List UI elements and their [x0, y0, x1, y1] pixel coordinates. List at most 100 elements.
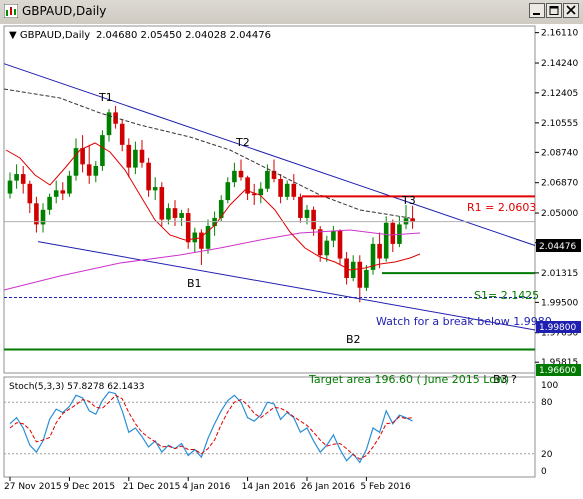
- candle-body: [20, 174, 26, 184]
- stoch-signal-line: [9, 394, 413, 460]
- candle-body: [410, 218, 415, 222]
- window-title: GBPAUD,Daily: [22, 4, 107, 18]
- price-tick-label: 1.97630: [541, 329, 578, 339]
- candle-body: [199, 232, 204, 249]
- candle-body: [278, 178, 283, 197]
- channel-upper-line[interactable]: [3, 63, 536, 247]
- close-icon: [566, 5, 576, 15]
- candle-body: [14, 174, 19, 181]
- candle-body: [133, 149, 138, 168]
- current-price-tag-text: 2.04476: [539, 242, 576, 252]
- stoch-header: Stoch(5,3,3) 57.8278 62.1433: [9, 382, 144, 392]
- label-b2: B2: [346, 333, 361, 346]
- label-t3: T3: [401, 194, 416, 207]
- label-watch: Watch for a break below 1.9980: [376, 315, 552, 328]
- candle-body: [73, 148, 79, 176]
- candle-body: [152, 187, 158, 191]
- candle-body: [93, 165, 99, 176]
- time-tick-label: 21 Dec 2015: [123, 482, 181, 492]
- current-price-tag: [536, 239, 581, 252]
- candle-body: [324, 240, 330, 256]
- candle-body: [146, 162, 151, 191]
- candle-body: [192, 232, 198, 243]
- level-1998-tag: [536, 321, 581, 333]
- price-tick-label: 2.16110: [541, 29, 578, 39]
- candle-body: [119, 123, 125, 145]
- maximize-icon: [549, 6, 559, 15]
- candle-body: [7, 180, 13, 194]
- candle-body: [291, 183, 297, 197]
- chart-header-ohlc: 2.04680 2.05450 2.04028 2.04476: [96, 30, 271, 41]
- candle-body: [86, 164, 92, 176]
- title-bar: GBPAUD,Daily: [0, 0, 583, 25]
- label-s1: S1= 2.1425: [474, 289, 539, 302]
- label-b3: B3 ?: [493, 373, 517, 386]
- candle-body: [106, 112, 112, 136]
- moving-average-red: [5, 142, 421, 271]
- candle-series: [7, 105, 415, 303]
- main-plot-frame: [3, 25, 536, 374]
- moving-average-dashed: [3, 88, 411, 219]
- candle-body: [357, 261, 363, 288]
- channel-lower-line[interactable]: [37, 241, 536, 331]
- stoch-tick-label: 20: [541, 450, 553, 460]
- stoch-tick-label: 0: [541, 467, 547, 477]
- time-tick-label: 5 Feb 2016: [360, 482, 411, 492]
- candle-body: [172, 208, 178, 218]
- candle-body: [364, 269, 369, 288]
- maximize-button[interactable]: [546, 3, 562, 18]
- candle-body: [304, 209, 310, 218]
- candle-body: [205, 226, 211, 249]
- candle-body: [60, 190, 66, 194]
- price-chart[interactable]: ▼ GBPAUD,Daily 2.04680 2.05450 2.04028 2…: [0, 24, 583, 495]
- time-tick-label: 14 Jan 2016: [242, 482, 296, 492]
- candle-body: [377, 243, 382, 259]
- candle-body: [185, 213, 191, 243]
- price-tick-label: 2.06870: [541, 179, 578, 189]
- level-1998-tag-text: 1.99800: [539, 323, 576, 333]
- candle-body: [284, 183, 290, 197]
- close-button[interactable]: [563, 3, 579, 18]
- price-tick-label: 2.10555: [541, 119, 578, 129]
- label-b1: B1: [187, 277, 202, 290]
- stoch-tick-label: 80: [541, 398, 553, 408]
- candle-body: [47, 196, 52, 210]
- candle-body: [390, 222, 396, 244]
- candle-body: [251, 193, 257, 196]
- level-1960-tag-text: 1.96600: [539, 366, 576, 376]
- candle-body: [53, 190, 59, 197]
- time-tick-label: 9 Dec 2015: [63, 482, 115, 492]
- candle-body: [317, 229, 323, 256]
- price-tick-label: 1.95815: [541, 358, 578, 368]
- candle-body: [126, 144, 132, 168]
- level-1960-tag: [536, 364, 581, 376]
- candle-body: [80, 148, 85, 165]
- candle-body: [238, 170, 244, 178]
- price-tick-label: 1.99500: [541, 298, 578, 308]
- stoch-main-line: [9, 391, 413, 464]
- label-target: Target area 196.60 ( June 2015 Low): [308, 373, 509, 386]
- candle-body: [27, 183, 33, 204]
- time-axis: 27 Nov 2015 9 Dec 2015 21 Dec 2015 4 Jan 20…: [4, 477, 411, 492]
- chart-window-icon: [4, 4, 18, 18]
- candle-body: [67, 175, 72, 194]
- price-tick-label: 2.08740: [541, 148, 578, 158]
- price-tick-label: 2.01315: [541, 269, 578, 279]
- candle-body: [271, 170, 277, 179]
- stoch-plot-frame: [3, 376, 536, 478]
- candle-body: [159, 187, 165, 220]
- candle-body: [258, 188, 264, 196]
- minimize-button[interactable]: [529, 3, 545, 18]
- price-tick-label: 2.12405: [541, 89, 578, 99]
- stoch-tick-label: 100: [541, 381, 558, 391]
- candle-body: [311, 209, 316, 230]
- candle-body: [218, 200, 224, 218]
- candle-body: [40, 209, 46, 225]
- candle-body: [34, 203, 39, 225]
- price-tick-label: 2.14240: [541, 59, 578, 69]
- label-r1: R1 = 2.0603: [467, 201, 536, 214]
- time-tick-label: 27 Nov 2015: [4, 482, 62, 492]
- moving-average-magenta: [3, 229, 421, 291]
- chart-area[interactable]: ▼ GBPAUD,Daily 2.04680 2.05450 2.04028 2…: [0, 24, 583, 495]
- candle-body: [383, 222, 389, 259]
